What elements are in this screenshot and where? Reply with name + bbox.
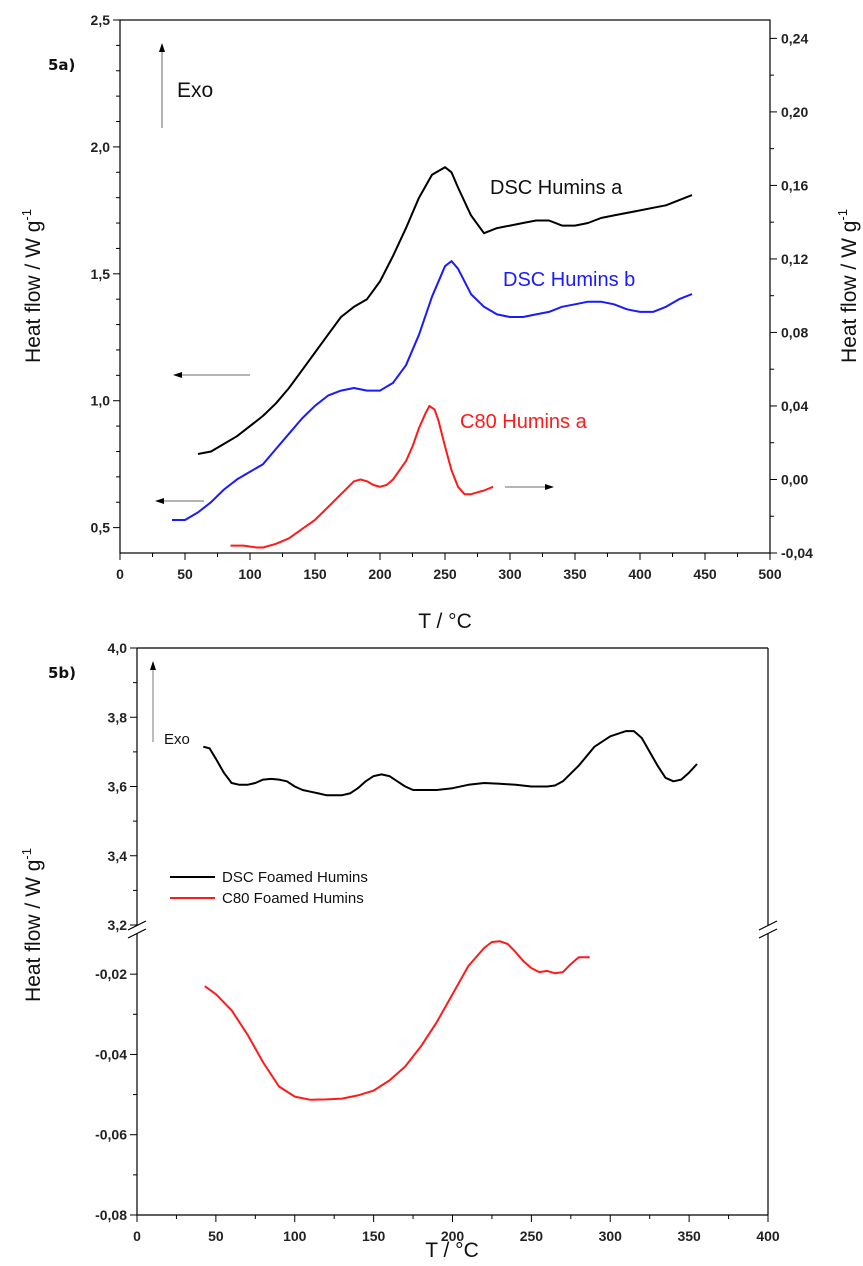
plot-frame-5a — [119, 19, 771, 554]
y-tick-label-upper-5b-3-6: 3,6 — [108, 779, 128, 795]
y-tick-label-upper-5b-4-0: 4,0 — [108, 640, 128, 656]
series-5a — [172, 166, 693, 549]
x-ticks-5a: 0 50 100 150 200 250 300 350 400 450 500 — [116, 553, 782, 582]
x-tick-label-5b-150: 150 — [362, 1228, 386, 1244]
y-axis-title-left-5a: Heat flow / W g-1 — [19, 209, 45, 363]
x-tick-label-5b-400: 400 — [756, 1228, 780, 1244]
x-tick-label-5b-250: 250 — [520, 1228, 544, 1244]
y-ticks-5b: 3,2 3,4 3,6 3,8 4,0 -0,02 -0,04 -0,06 -0,08 — [95, 640, 137, 1223]
x-tick-label-5a-300: 300 — [498, 566, 522, 582]
panel-label-5a: 5a) — [48, 56, 75, 74]
right-axis-arrowhead — [545, 484, 554, 490]
break-mark-right-1 — [758, 920, 778, 931]
panel-label-5b: 5b) — [48, 664, 76, 682]
legend-label-c80-foamed: C80 Foamed Humins — [222, 890, 364, 907]
series-label-c80-humins-a: C80 Humins a — [460, 411, 588, 433]
panel-5b: 5b) 0 50 100 150 200 250 300 350 400 3,23,43,63,… — [19, 640, 780, 1262]
y-tick-label-right-5a-0-04: 0,04 — [781, 398, 808, 414]
x-tick-label-5b-0: 0 — [133, 1228, 141, 1244]
series-label-dsc-humins-b: DSC Humins b — [503, 269, 635, 291]
y-tick-label-lower-5b-0-08: -0,08 — [95, 1207, 127, 1223]
x-tick-label-5a-500: 500 — [758, 566, 782, 582]
x-tick-label-5a-350: 350 — [563, 566, 587, 582]
y-tick-label-right-5a-0-08: 0,08 — [781, 324, 808, 340]
x-tick-label-5a-0: 0 — [116, 566, 124, 582]
y-tick-label-right-5a-0-04: -0,04 — [781, 545, 813, 561]
y-ticks-right-5a: -0,04 0,00 0,04 0,08 0,12 0,16 0,20 0,24 — [770, 30, 813, 561]
series-line-dsc-humins-a — [197, 166, 693, 455]
break-mark-right-2 — [758, 928, 778, 939]
x-tick-label-5a-400: 400 — [628, 566, 652, 582]
x-axis-title-5b: T / °C — [425, 1239, 479, 1262]
left-axis-arrowhead-1 — [173, 372, 182, 378]
legend-label-dsc-foamed: DSC Foamed Humins — [222, 869, 368, 886]
exo-label-5a: Exo — [177, 79, 213, 102]
y-tick-label-upper-5b-3-8: 3,8 — [108, 709, 128, 725]
x-ticks-5b: 0 50 100 150 200 250 300 350 400 — [133, 1215, 780, 1244]
x-tick-label-5b-200: 200 — [441, 1228, 465, 1244]
y-tick-label-right-5a-0-12: 0,12 — [781, 251, 808, 267]
x-tick-label-5b-300: 300 — [599, 1228, 623, 1244]
series-line-c80-foamed-humins — [204, 940, 590, 1101]
x-tick-label-5a-200: 200 — [368, 566, 392, 582]
x-tick-label-5a-100: 100 — [238, 566, 262, 582]
exo-arrowhead-5a — [159, 43, 165, 52]
x-tick-label-5a-250: 250 — [433, 566, 457, 582]
y-ticks-left-5a: 0,5 1,0 1,5 2,0 2,5 — [91, 12, 120, 536]
y-tick-label-left-5a-1-5: 1,5 — [91, 266, 111, 282]
y-tick-label-upper-5b-3-2: 3,2 — [108, 917, 128, 933]
y-tick-label-right-5a-0-00: 0,00 — [781, 471, 808, 487]
left-axis-arrowhead-2 — [155, 498, 164, 504]
x-tick-label-5b-350: 350 — [677, 1228, 701, 1244]
exo-label-5b: Exo — [164, 731, 190, 748]
y-tick-label-left-5a-2-0: 2,0 — [91, 139, 111, 155]
legend-5b: DSC Foamed Humins C80 Foamed Humins — [170, 869, 368, 907]
y-tick-label-left-5a-2-5: 2,5 — [91, 12, 111, 28]
x-tick-label-5a-450: 450 — [693, 566, 717, 582]
y-tick-label-lower-5b-0-02: -0,02 — [95, 966, 127, 982]
break-mark-left-2 — [127, 928, 147, 939]
series-line-c80-humins-a — [230, 405, 494, 549]
y-tick-label-left-5a-1-0: 1,0 — [91, 393, 111, 409]
x-tick-label-5b-50: 50 — [208, 1228, 224, 1244]
y-tick-label-lower-5b-0-06: -0,06 — [95, 1127, 127, 1143]
series-label-dsc-humins-a: DSC Humins a — [490, 177, 623, 199]
series-line-dsc-foamed-humins — [203, 730, 698, 797]
series-line-dsc-humins-b — [172, 260, 693, 521]
panel-5a: 5a) 0 50 100 150 200 250 300 350 400 450 500 0,5 1,… — [19, 12, 861, 633]
y-tick-label-right-5a-0-20: 0,20 — [781, 104, 808, 120]
x-axis-title-5a: T / °C — [418, 610, 472, 633]
x-tick-label-5a-50: 50 — [177, 566, 193, 582]
y-tick-label-upper-5b-3-4: 3,4 — [108, 848, 128, 864]
series-5b — [203, 730, 698, 1101]
x-tick-label-5b-100: 100 — [283, 1228, 307, 1244]
x-tick-label-5a-150: 150 — [303, 566, 327, 582]
y-axis-title-right-5a: Heat flow / W g-1 — [835, 209, 861, 363]
exo-arrowhead-5b — [150, 661, 156, 670]
y-tick-label-left-5a-0-5: 0,5 — [91, 520, 111, 536]
y-tick-label-right-5a-0-16: 0,16 — [781, 177, 808, 193]
y-axis-title-5b: Heat flow / W g-1 — [19, 848, 45, 1002]
y-tick-label-lower-5b-0-04: -0,04 — [95, 1046, 127, 1062]
y-tick-label-right-5a-0-24: 0,24 — [781, 30, 808, 46]
